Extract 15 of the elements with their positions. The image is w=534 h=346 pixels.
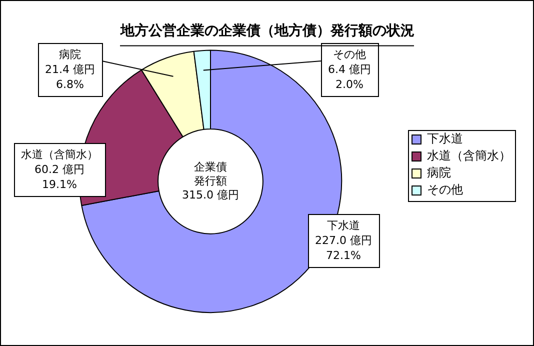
slice-label: 下水道	[326, 218, 360, 232]
legend-label: その他	[427, 182, 463, 197]
slice-label: その他	[332, 48, 366, 61]
slice-label: 水道（含簡水）	[21, 148, 98, 161]
legend-label: 病院	[427, 166, 451, 180]
chart-title: 地方公営企業の企業債（地方債）発行額の状況	[120, 22, 414, 40]
legend-label: 水道（含簡水）	[427, 148, 511, 163]
data-label: 21.4 億円 6.8%	[44, 62, 95, 91]
data-label: 60.2 億円 19.1%	[34, 162, 84, 191]
data-label: 227.0 億円 72.1%	[314, 234, 372, 262]
data-label: 6.4 億円 2.0%	[328, 62, 371, 91]
text: 315.0 億円	[182, 188, 239, 202]
slice-label: 病院	[58, 48, 81, 61]
text: 企業債発行額	[194, 160, 227, 188]
legend-label: 下水道	[427, 132, 463, 146]
